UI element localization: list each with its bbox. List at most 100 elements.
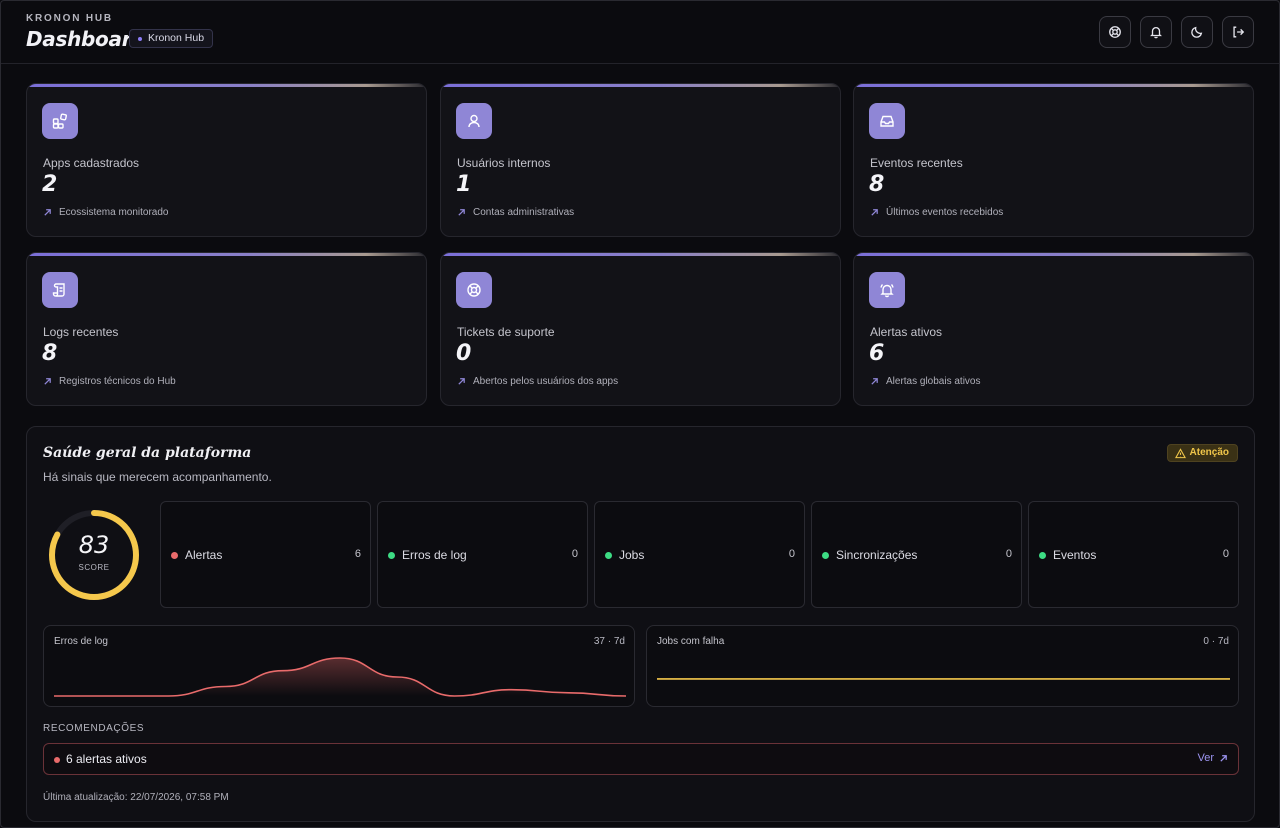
last-updated: Última atualização: 22/07/2026, 07:58 PM bbox=[43, 792, 229, 803]
metric-card-sincronizacoes[interactable]: Sincronizações 0 bbox=[811, 501, 1022, 608]
stat-caption: Contas administrativas bbox=[457, 207, 574, 218]
stat-value: 0 bbox=[456, 341, 472, 366]
card-icon-box bbox=[42, 272, 78, 308]
inbox-icon bbox=[880, 115, 894, 127]
stat-caption-text: Contas administrativas bbox=[473, 207, 575, 218]
metric-name: Jobs bbox=[619, 548, 645, 562]
metric-value: 0 bbox=[571, 548, 578, 560]
recommendation-link[interactable]: Ver bbox=[1197, 752, 1228, 764]
card-accent-line bbox=[441, 84, 840, 87]
badge-dot bbox=[138, 37, 142, 41]
arrow-up-right-icon bbox=[871, 209, 878, 216]
stat-caption: Registros técnicos do Hub bbox=[43, 376, 176, 387]
lifebuoy-icon bbox=[1109, 26, 1121, 38]
panel-subtitle: Há sinais que merecem acompanhamento. bbox=[43, 470, 272, 484]
card-accent-line bbox=[854, 84, 1253, 87]
moon-icon bbox=[1191, 26, 1203, 38]
card-accent-line bbox=[441, 253, 840, 256]
sparkline-title: Jobs com falha bbox=[657, 636, 725, 647]
stat-caption-text: Registros técnicos do Hub bbox=[59, 376, 176, 387]
stat-label: Tickets de suporte bbox=[457, 325, 555, 339]
lifebuoy-icon bbox=[467, 283, 481, 297]
sparkline-line bbox=[54, 657, 627, 697]
logout-button[interactable] bbox=[1222, 16, 1254, 48]
stat-caption-text: Ecossistema monitorado bbox=[59, 207, 169, 218]
bell-ring-icon bbox=[880, 284, 894, 298]
card-icon-box bbox=[869, 103, 905, 139]
metric-card-erros-de-log[interactable]: Erros de log 0 bbox=[377, 501, 588, 608]
bell-icon bbox=[1150, 26, 1162, 39]
user-icon bbox=[468, 114, 480, 128]
sparkline-area bbox=[54, 658, 626, 696]
hub-badge-label: Kronon Hub bbox=[148, 32, 205, 44]
stat-card-events[interactable]: Eventos recentes 8 Últimos eventos receb… bbox=[853, 83, 1254, 237]
stat-card-apps[interactable]: Apps cadastrados 2 Ecossistema monitorad… bbox=[26, 83, 427, 237]
stat-card-alerts[interactable]: Alertas ativos 6 Alertas globais ativos bbox=[853, 252, 1254, 406]
metric-value: 0 bbox=[788, 548, 795, 560]
metric-value: 6 bbox=[354, 548, 361, 560]
status-dot bbox=[388, 552, 395, 559]
metric-name: Alertas bbox=[185, 548, 223, 562]
card-icon-box bbox=[869, 272, 905, 308]
card-accent-line bbox=[854, 253, 1253, 256]
sparkline-value: 37 · 7d bbox=[593, 636, 625, 647]
notifications-button[interactable] bbox=[1140, 16, 1172, 48]
status-badge: Atenção bbox=[1166, 444, 1238, 462]
card-icon-box bbox=[456, 103, 492, 139]
stat-caption-text: Alertas globais ativos bbox=[886, 376, 981, 387]
theme-toggle-button[interactable] bbox=[1181, 16, 1213, 48]
recommendation-link-label: Ver bbox=[1197, 752, 1214, 764]
page-title: Dashboard bbox=[26, 27, 146, 51]
panel-title: Saúde geral da plataforma bbox=[43, 445, 252, 461]
sparkline-card-erros-de-log: Erros de log 37 · 7d bbox=[43, 625, 635, 707]
support-button[interactable] bbox=[1099, 16, 1131, 48]
sparkline-chart bbox=[54, 657, 627, 697]
recommendations-title: RECOMENDAÇÕES bbox=[43, 723, 145, 734]
hub-badge: Kronon Hub bbox=[129, 29, 214, 48]
stat-caption-text: Últimos eventos recebidos bbox=[886, 207, 1004, 218]
stat-card-logs[interactable]: Logs recentes 8 Registros técnicos do Hu… bbox=[26, 252, 427, 406]
recommendation-text: 6 alertas ativos bbox=[66, 752, 147, 766]
stat-caption: Ecossistema monitorado bbox=[43, 207, 169, 218]
metric-card-jobs[interactable]: Jobs 0 bbox=[594, 501, 805, 608]
stat-caption: Alertas globais ativos bbox=[870, 376, 981, 387]
card-accent-line bbox=[27, 84, 426, 87]
status-dot bbox=[54, 757, 60, 763]
stat-label: Usuários internos bbox=[457, 156, 551, 170]
brand-kicker: KRONON HUB bbox=[26, 13, 113, 24]
sparkline-chart bbox=[657, 678, 1230, 680]
platform-health-panel: Saúde geral da plataforma Há sinais que … bbox=[26, 426, 1255, 822]
metric-value: 0 bbox=[1005, 548, 1012, 560]
arrow-up-right-icon bbox=[871, 378, 878, 385]
stat-caption: Últimos eventos recebidos bbox=[870, 207, 1003, 218]
stat-card-users[interactable]: Usuários internos 1 Contas administrativ… bbox=[440, 83, 841, 237]
status-dot bbox=[605, 552, 612, 559]
scroll-icon bbox=[52, 283, 65, 297]
arrow-up-right-icon bbox=[458, 209, 465, 216]
app-header: KRONON HUB Dashboard Kronon Hub bbox=[0, 0, 1280, 64]
logout-icon bbox=[1233, 26, 1245, 38]
recommendation-item[interactable]: 6 alertas ativos Ver bbox=[43, 743, 1239, 775]
stat-caption-text: Abertos pelos usuários dos apps bbox=[473, 376, 619, 387]
arrow-up-right-icon bbox=[1220, 754, 1227, 762]
sparkline-value: 0 · 7d bbox=[1203, 636, 1229, 647]
status-badge-label: Atenção bbox=[1189, 447, 1229, 458]
stat-value: 6 bbox=[869, 341, 885, 366]
stat-card-tickets[interactable]: Tickets de suporte 0 Abertos pelos usuár… bbox=[440, 252, 841, 406]
apps-icon bbox=[52, 113, 67, 129]
metric-name: Eventos bbox=[1053, 548, 1097, 562]
metric-name: Sincronizações bbox=[836, 548, 918, 562]
sparkline-title: Erros de log bbox=[54, 636, 108, 647]
warning-icon bbox=[1174, 448, 1186, 459]
metric-name: Erros de log bbox=[402, 548, 467, 562]
card-icon-box bbox=[456, 272, 492, 308]
arrow-up-right-icon bbox=[458, 378, 465, 385]
stat-value: 2 bbox=[42, 172, 58, 197]
metric-card-alertas[interactable]: Alertas 6 bbox=[160, 501, 371, 608]
status-dot bbox=[1039, 552, 1046, 559]
arrow-up-right-icon bbox=[44, 209, 51, 216]
stat-value: 1 bbox=[456, 172, 472, 197]
metric-card-eventos[interactable]: Eventos 0 bbox=[1028, 501, 1239, 608]
metric-value: 0 bbox=[1222, 548, 1229, 560]
card-accent-line bbox=[27, 253, 426, 256]
